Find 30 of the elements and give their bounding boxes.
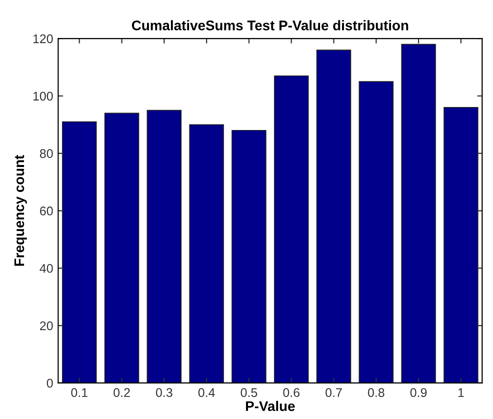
x-tick-label: 0.6: [283, 388, 300, 398]
y-tick-label: 60: [40, 206, 53, 216]
x-tick-label: 0.1: [71, 388, 88, 398]
bar: [62, 121, 97, 383]
bar: [401, 44, 436, 383]
y-tick-label: 20: [40, 321, 53, 330]
x-tick-label: 0.4: [198, 388, 215, 398]
bar: [358, 81, 394, 383]
y-axis-title: Frequency count: [14, 154, 27, 266]
bar: [104, 112, 140, 383]
x-axis-title: P-Value: [246, 400, 295, 412]
chart-title: CumalativeSums Test P-Value distribution: [132, 20, 408, 30]
x-tick-label: 0.7: [326, 388, 342, 398]
bar: [189, 124, 224, 383]
bar: [232, 130, 266, 383]
x-tick-label: 1: [458, 388, 464, 397]
x-tick-label: 0.9: [410, 388, 427, 398]
bar: [444, 107, 478, 383]
y-tick-label: 80: [40, 149, 53, 158]
y-tick-label: 0: [46, 378, 53, 388]
x-tick-label: 0.2: [114, 388, 130, 398]
x-tick-label: 0.8: [368, 388, 384, 398]
x-tick-label: 0.5: [240, 388, 258, 398]
y-tick-label: 100: [33, 92, 53, 101]
x-tick-label: 0.3: [156, 388, 172, 398]
y-tick-label: 40: [40, 264, 53, 273]
bar: [146, 110, 182, 383]
bar: [316, 50, 352, 383]
bar: [274, 75, 309, 383]
y-tick-label: 120: [33, 34, 53, 44]
